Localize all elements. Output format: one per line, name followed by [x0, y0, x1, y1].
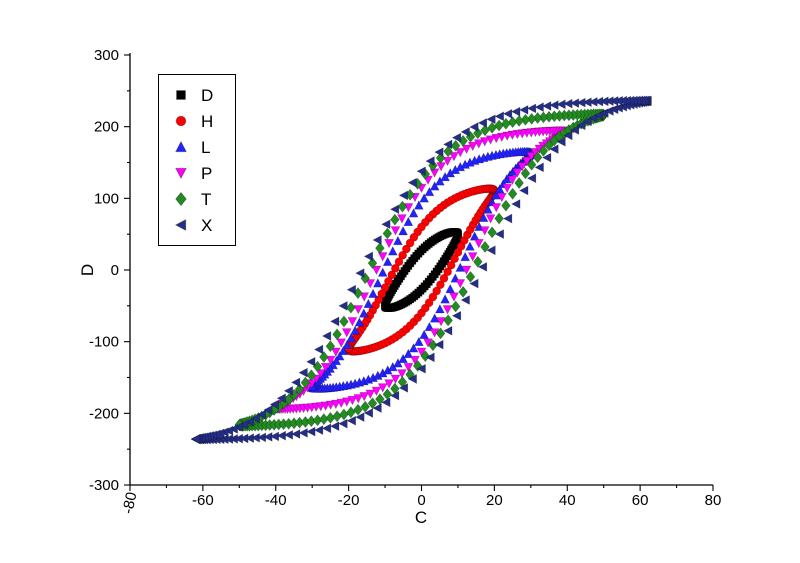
- legend-item-D: D: [171, 84, 213, 106]
- legend-item-H: H: [171, 110, 213, 132]
- y-axis-title: D: [78, 263, 97, 277]
- triangle-up-marker-icon: [174, 140, 188, 153]
- x-tick-label: -60: [192, 492, 214, 509]
- x-axis-title: C: [414, 508, 428, 527]
- legend-item-T: T: [171, 188, 213, 210]
- y-tick-label: -200: [89, 405, 119, 422]
- triangle-left-marker-icon: [174, 218, 187, 232]
- legend-label: H: [201, 111, 214, 131]
- series-L: [307, 146, 536, 393]
- tick-marks: [124, 54, 714, 491]
- y-tick-label: 200: [94, 119, 119, 136]
- y-tick-label: -100: [89, 334, 119, 351]
- series-T: [234, 108, 609, 432]
- legend-label: T: [201, 189, 212, 209]
- legend-label: P: [201, 163, 213, 183]
- triangle-down-marker-icon: [174, 167, 188, 180]
- y-tick-label: 300: [94, 47, 119, 64]
- circle-marker-icon: [175, 115, 187, 127]
- x-tick-label: 20: [486, 492, 503, 509]
- y-tick-label: 100: [94, 190, 119, 207]
- x-tick-label: -40: [265, 492, 287, 509]
- x-tick-label: 0: [417, 492, 425, 509]
- x-tick-label: 80: [705, 492, 722, 509]
- x-tick-label: 40: [559, 492, 576, 509]
- diamond-marker-icon: [175, 191, 187, 207]
- series-D: [381, 227, 462, 313]
- x-tick-label: -20: [338, 492, 360, 509]
- legend-label: L: [201, 137, 211, 157]
- legend-item-X: X: [171, 214, 213, 236]
- legend-label: D: [201, 85, 214, 105]
- y-tick-label: -300: [89, 477, 119, 494]
- x-tick-label: -80: [119, 491, 140, 516]
- tick-labels: -80 -60 -40 -20 0 20 40 60 80-300-200-1000100200…: [89, 47, 721, 515]
- legend-label: X: [201, 215, 213, 235]
- legend-item-L: L: [171, 136, 213, 158]
- series-X: [190, 95, 652, 445]
- legend-item-P: P: [171, 162, 213, 184]
- series-H: [344, 184, 499, 356]
- square-marker-icon: [176, 90, 186, 100]
- x-tick-label: 60: [632, 492, 649, 509]
- y-tick-label: 0: [111, 262, 119, 279]
